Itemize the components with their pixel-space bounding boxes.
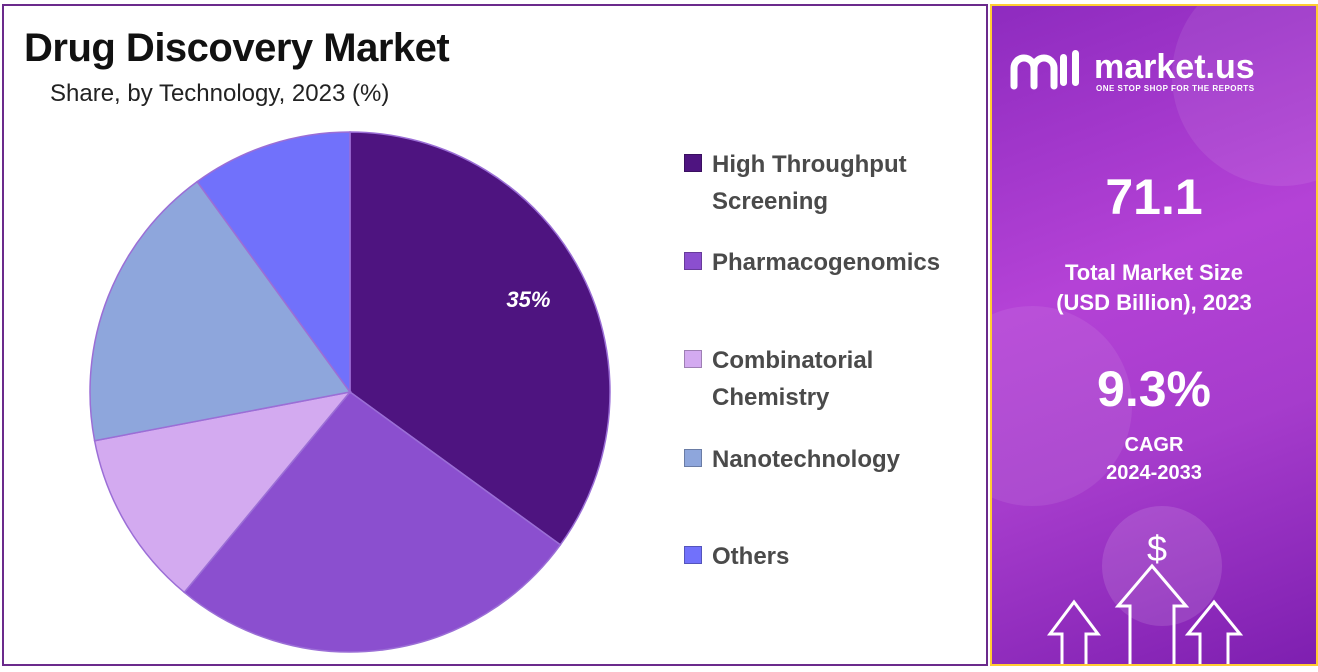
pie-slice-combinatorial-chemistry [93,390,352,594]
pie-chart: 35% [89,131,611,653]
legend-swatch [684,252,702,270]
market-size-caption-line2: (USD Billion), 2023 [1056,290,1252,315]
legend-label: Others [712,543,790,570]
legend-label-line1: High Throughput [712,151,907,178]
summary-panel: market.us ONE STOP SHOP FOR THE REPORTS … [990,4,1318,666]
legend-swatch [684,546,702,564]
brand-name: market.us [1094,48,1255,86]
legend-item-high-throughput-screening: High Throughput Screening [684,146,972,220]
pie-slice-high-throughput-screening [349,131,611,546]
legend-swatch [684,350,702,368]
legend-label: Nanotechnology [712,446,901,473]
legend-label-line1: Combinatorial [712,347,874,374]
market-size-value: 71.1 [1105,169,1203,225]
brand-tagline: ONE STOP SHOP FOR THE REPORTS [1096,84,1255,93]
cagr-value: 9.3% [1097,361,1211,417]
pie-slice-pharmacogenomics [183,390,562,653]
pie-slice-nanotechnology [89,180,352,442]
cagr-caption-line2: 2024-2033 [1106,462,1202,484]
chart-subtitle: Share, by Technology, 2023 (%) [50,80,390,107]
market-size-caption-line1: Total Market Size [1064,260,1244,285]
cagr-caption-line1: CAGR [1124,434,1184,456]
legend-item-combinatorial-chemistry: Combinatorial Chemistry [684,342,972,416]
dollar-sign-icon: $ [1146,528,1168,569]
legend-item-others: Others [684,538,972,575]
legend-item-pharmacogenomics: Pharmacogenomics [684,244,972,281]
pie-slice-others [196,131,351,395]
legend-label: Pharmacogenomics [712,249,941,276]
legend-swatch [684,154,702,172]
pie-data-label: 35% [506,287,550,312]
chart-panel: Drug Discovery Market Share, by Technolo… [2,4,988,666]
chart-title: Drug Discovery Market [24,26,450,70]
legend-swatch [684,449,702,467]
brand-logo: market.us ONE STOP SHOP FOR THE REPORTS [1010,46,1300,96]
market-us-logo-icon [1010,50,1079,90]
growth-arrows-icon [1047,563,1244,664]
legend-label-line2: Chemistry [712,384,830,411]
legend-label-line2: Screening [712,188,829,215]
legend-item-nanotechnology: Nanotechnology [684,441,972,478]
